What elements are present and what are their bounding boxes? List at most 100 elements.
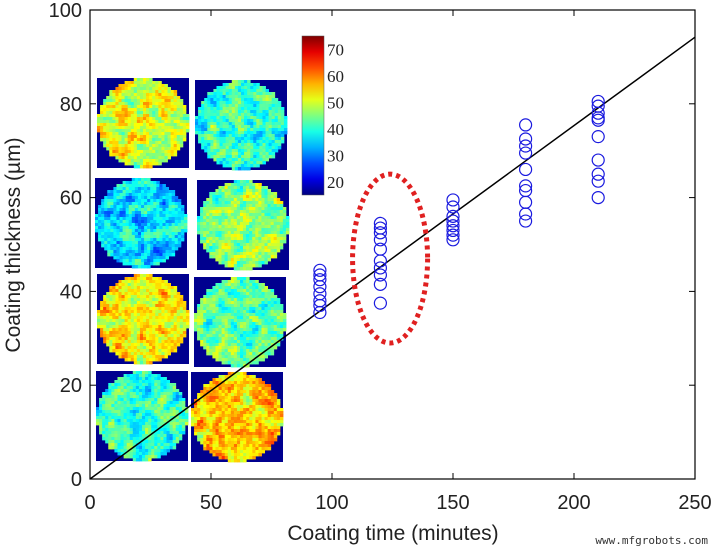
inset-cell: [125, 196, 130, 200]
inset-cell: [252, 286, 256, 290]
inset-cell: [234, 143, 239, 147]
inset-cell: [255, 334, 259, 338]
inset-cell: [247, 86, 251, 90]
inset-cell: [225, 125, 230, 129]
inset-cell: [227, 384, 232, 388]
inset-cell: [149, 295, 153, 299]
inset-cell: [131, 256, 136, 260]
inset-cell: [133, 105, 138, 109]
inset-cell: [143, 340, 147, 344]
inset-cell: [130, 153, 135, 157]
inset-cell: [207, 104, 211, 108]
inset-cell: [163, 389, 167, 393]
inset-cell: [276, 301, 281, 305]
inset-cell: [161, 129, 165, 133]
inset-cell: [120, 446, 124, 450]
inset-cell: [146, 358, 150, 362]
inset-cell: [215, 246, 219, 250]
inset-cell: [143, 355, 147, 359]
inset-cell: [265, 134, 269, 138]
inset-cell: [273, 316, 278, 320]
inset-cell: [256, 89, 260, 93]
inset-cell: [160, 452, 164, 456]
inset-cell: [141, 187, 145, 191]
inset-cell: [134, 217, 139, 221]
inset-cell: [197, 313, 201, 317]
inset-cell: [139, 277, 144, 281]
inset-cell: [160, 392, 164, 396]
inset-cell: [246, 228, 250, 232]
inset-cell: [219, 158, 223, 162]
inset-cell: [249, 384, 253, 388]
inset-cell: [218, 258, 222, 262]
thickness-map-inset: [97, 78, 190, 169]
inset-cell: [109, 150, 113, 154]
inset-cell: [227, 301, 232, 305]
inset-cell: [241, 119, 245, 123]
inset-cell: [132, 425, 137, 429]
inset-cell: [150, 223, 154, 227]
inset-cell: [133, 319, 138, 323]
inset-cell: [112, 126, 116, 130]
inset-cell: [143, 129, 147, 133]
inset-cell: [244, 122, 248, 126]
inset-cell: [268, 125, 273, 129]
inset-cell: [236, 337, 241, 341]
inset-cell: [179, 319, 184, 323]
inset-cell: [179, 325, 184, 329]
inset-cell: [152, 307, 156, 311]
inset-cell: [120, 407, 124, 411]
inset-cell: [221, 258, 225, 262]
inset-cell: [158, 283, 162, 287]
inset-cell: [261, 346, 265, 350]
inset-cell: [222, 137, 227, 141]
inset-cell: [258, 237, 262, 241]
inset-cell: [247, 149, 251, 153]
inset-cell: [267, 246, 271, 250]
inset-cell: [138, 398, 143, 402]
inset-cell: [183, 229, 188, 233]
inset-cell: [173, 304, 178, 308]
inset-cell: [124, 319, 129, 323]
inset-cell: [139, 165, 144, 169]
inset-cell: [150, 187, 154, 191]
inset-cell: [258, 183, 262, 187]
inset-cell: [249, 381, 253, 385]
inset-cell: [170, 144, 175, 148]
inset-cell: [165, 241, 169, 245]
inset-cell: [241, 164, 245, 168]
inset-cell: [121, 156, 125, 160]
inset-cell: [151, 449, 155, 453]
inset-cell: [280, 116, 285, 120]
inset-cell: [243, 280, 247, 284]
inset-cell: [106, 120, 110, 124]
inset-cell: [103, 135, 107, 139]
inset-cell: [236, 231, 241, 235]
inset-cell: [249, 249, 253, 253]
inset-cell: [173, 153, 178, 157]
inset-cell: [136, 102, 141, 106]
inset-cell: [179, 337, 184, 341]
inset-cell: [136, 337, 141, 341]
inset-cell: [120, 434, 124, 438]
inset-cell: [153, 247, 157, 251]
inset-cell: [118, 90, 122, 94]
inset-cell: [198, 110, 202, 114]
inset-cell: [246, 249, 250, 253]
inset-cell: [133, 328, 138, 332]
inset-cell: [115, 310, 119, 314]
inset-cell: [264, 316, 268, 320]
inset-cell: [146, 123, 150, 127]
inset-cell: [267, 304, 272, 308]
inset-cell: [246, 192, 250, 196]
inset-cell: [249, 240, 253, 244]
inset-cell: [215, 346, 219, 350]
inset-cell: [224, 225, 229, 229]
inset-cell: [111, 413, 115, 417]
inset-cell: [139, 159, 144, 163]
inset-cell: [125, 232, 130, 236]
inset-cell: [102, 395, 106, 399]
inset-cell: [244, 113, 248, 117]
inset-cell: [125, 208, 130, 212]
inset-cell: [175, 410, 180, 414]
